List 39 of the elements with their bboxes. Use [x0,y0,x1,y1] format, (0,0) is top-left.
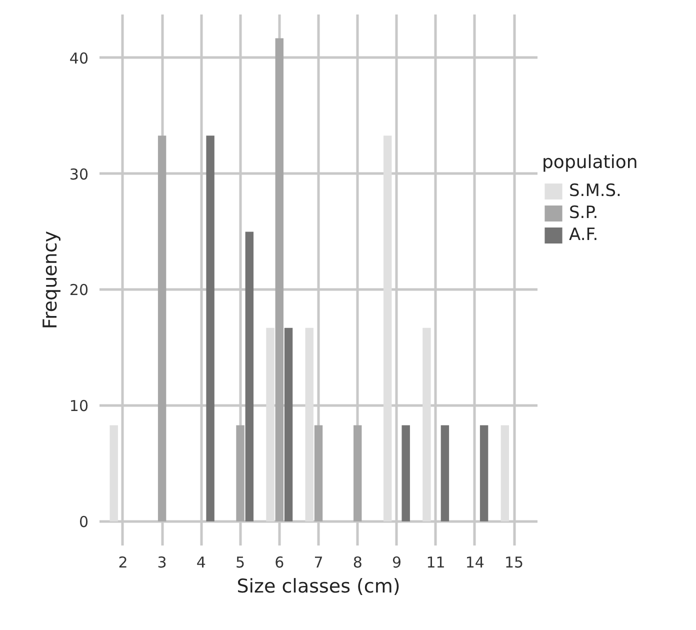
bar [383,136,392,522]
bar [440,425,450,522]
bar [206,136,214,522]
bar [422,328,431,522]
x-tick-label: 14 [465,554,484,572]
x-tick-label: 6 [274,554,284,572]
bar [284,328,293,522]
bar [110,425,118,522]
bar [354,425,362,522]
x-tick-label: 9 [392,554,402,572]
bar [500,425,510,522]
bar [158,136,166,522]
y-tick-label: 0 [78,512,89,531]
x-axis-title: Size classes (cm) [236,576,400,598]
bar [275,38,284,522]
x-tick-label: 15 [504,554,524,572]
x-tick-label: 8 [352,554,362,572]
bar [236,425,244,522]
bar [402,425,410,522]
x-tick-label: 3 [157,554,167,572]
y-tick-label: 40 [69,49,89,68]
legend-label: S.P. [569,203,598,223]
y-tick-label: 20 [69,281,89,300]
bar [480,425,488,522]
x-tick-label: 4 [196,554,206,572]
bar [314,425,323,522]
x-tick-label: 7 [314,554,324,572]
y-tick-label: 30 [69,165,89,184]
y-tick-label: 10 [69,397,89,416]
bar [266,328,274,522]
legend-label: A.F. [569,225,598,245]
legend-title: population [542,152,638,173]
bar [305,328,314,522]
bar [245,232,254,522]
x-tick-label: 11 [426,554,446,572]
x-tick-label: 5 [236,554,246,572]
legend-label: S.M.S. [569,181,622,201]
y-axis-title: Frequency [39,230,62,330]
x-tick-label: 2 [118,554,128,572]
